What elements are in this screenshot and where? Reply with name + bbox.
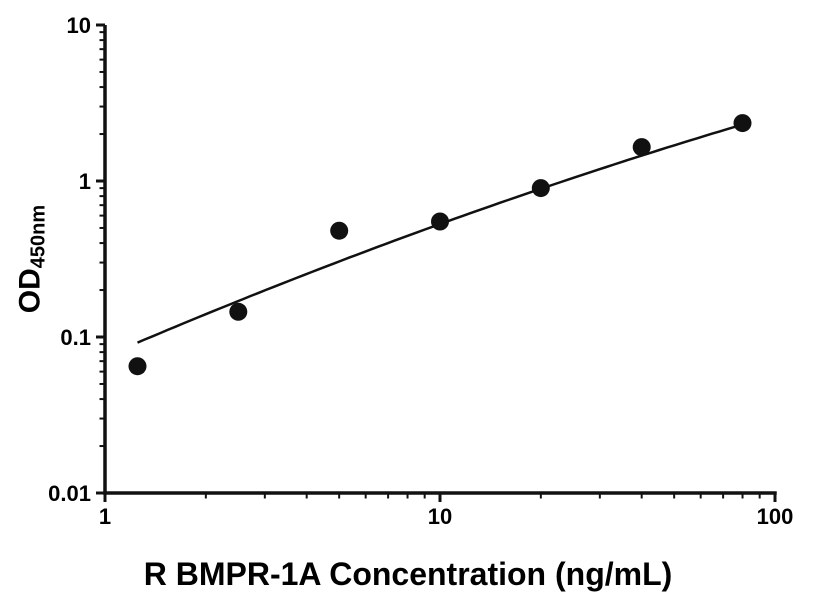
fit-curve	[137, 123, 743, 344]
data-point	[229, 302, 248, 321]
y-axis-title: OD450nm	[14, 205, 51, 313]
data-point	[128, 357, 147, 376]
y-tick-label: 0.1	[60, 325, 91, 350]
data-point	[330, 221, 349, 240]
y-axis-title-subscript: 450nm	[27, 204, 50, 269]
data-point	[431, 212, 449, 231]
data-point	[733, 114, 752, 133]
x-tick-label: 10	[428, 504, 452, 529]
y-tick-label: 10	[67, 13, 91, 38]
x-tick-label: 100	[757, 504, 794, 529]
x-tick-label: 1	[99, 504, 111, 529]
data-point	[531, 179, 550, 198]
y-tick-label: 1	[79, 169, 91, 194]
data-point	[632, 138, 651, 157]
y-axis-title-main: OD	[13, 268, 47, 314]
y-tick-label: 0.01	[48, 481, 91, 506]
x-axis-title: R BMPR-1A Concentration (ng/mL)	[143, 556, 673, 592]
